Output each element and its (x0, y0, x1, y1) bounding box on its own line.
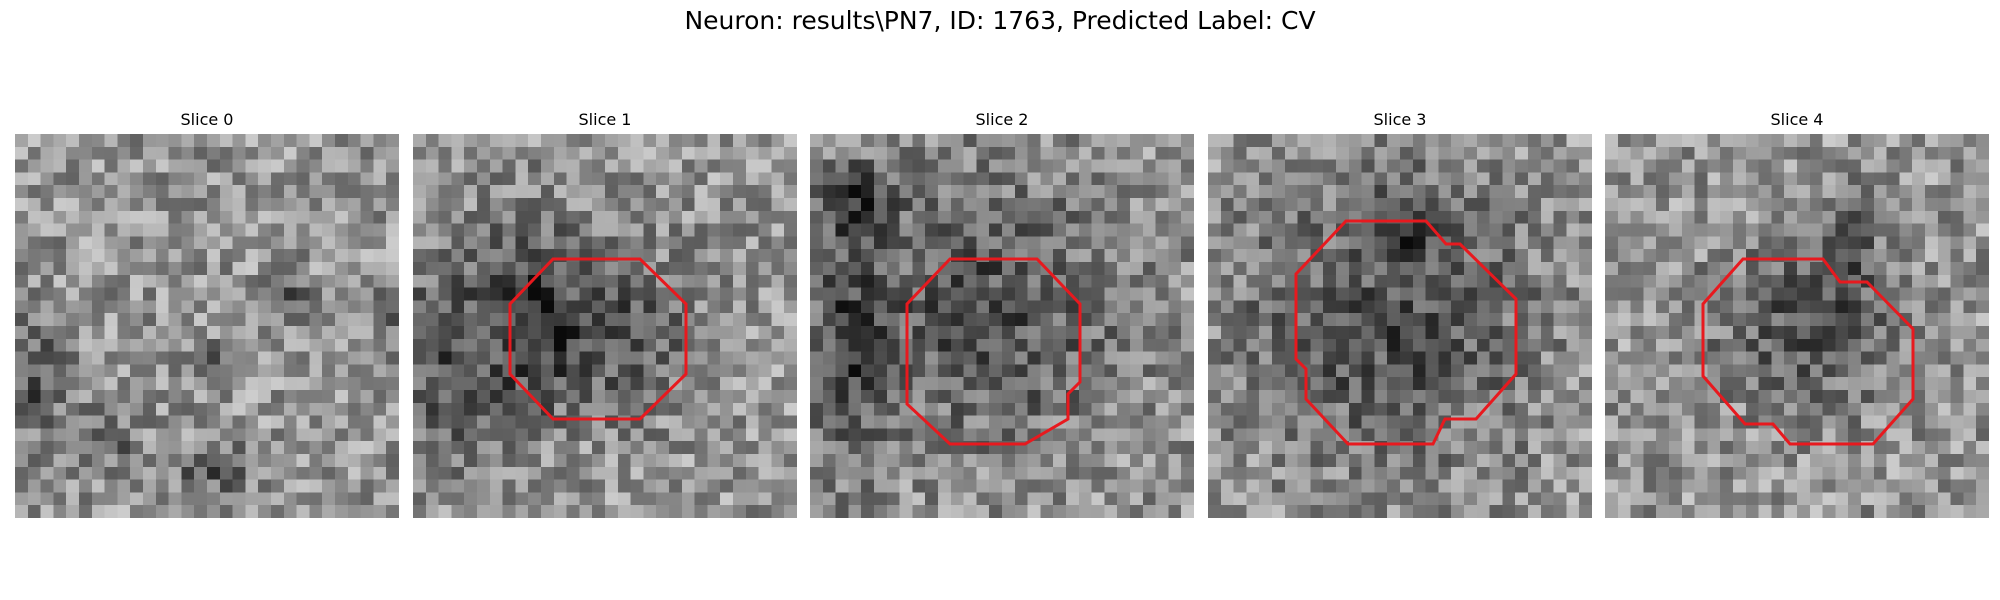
slice-image (15, 134, 399, 518)
slice-image (413, 134, 797, 518)
slice-panel-4: Slice 4 (1605, 108, 1989, 518)
slice-image (1208, 134, 1592, 518)
slice-panel-1: Slice 1 (413, 108, 797, 518)
slice-panel-0: Slice 0 (15, 108, 399, 518)
slice-image (1605, 134, 1989, 518)
segmentation-contour (1701, 257, 1915, 446)
slice-panel-2: Slice 2 (810, 108, 1194, 518)
slice-image (810, 134, 1194, 518)
slice-title: Slice 2 (975, 110, 1029, 129)
segmentation-contour (1294, 219, 1518, 446)
segmentation-contour (508, 257, 688, 421)
slice-title: Slice 4 (1770, 110, 1824, 129)
figure-title: Neuron: results\PN7, ID: 1763, Predicted… (684, 6, 1316, 35)
slice-panel-3: Slice 3 (1208, 108, 1592, 518)
slice-title: Slice 0 (180, 110, 234, 129)
slice-title: Slice 1 (578, 110, 632, 129)
segmentation-contour (905, 257, 1082, 446)
slice-title: Slice 3 (1373, 110, 1427, 129)
